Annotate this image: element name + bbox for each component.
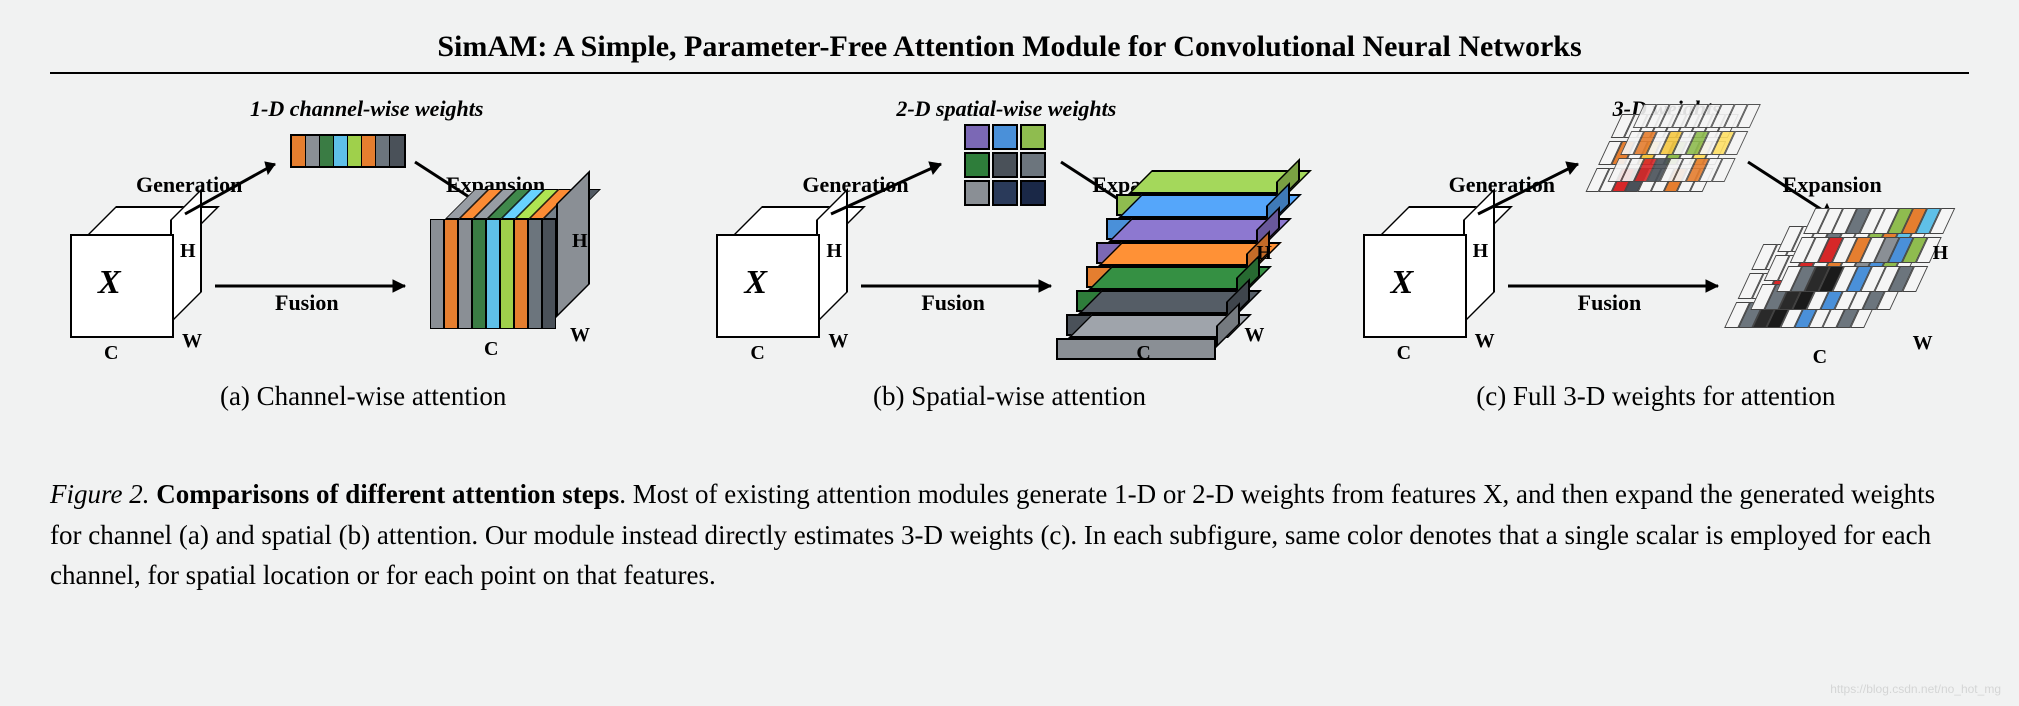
- fusion-label-c: Fusion: [1578, 290, 1642, 316]
- input-cube-b: X: [716, 234, 816, 334]
- axis-h-c-in: H: [1473, 240, 1489, 263]
- channel-strip-cell: [348, 136, 362, 166]
- axis-c-a-out: C: [484, 338, 498, 361]
- axis-h-c-out: H: [1933, 242, 1949, 265]
- spatial-grid-cell: [1020, 180, 1046, 206]
- caption-prefix: Figure 2.: [50, 479, 149, 509]
- panel-b-weights-title: 2-D spatial-wise weights: [896, 96, 1116, 122]
- spatial-grid-cell: [1020, 124, 1046, 150]
- axis-h-a-in: H: [180, 240, 196, 263]
- panel-b: 2-D spatial-wise weights X H W C Generat…: [696, 94, 1322, 404]
- axis-w-a-in: W: [182, 330, 202, 353]
- spatial-grid-cell: [992, 124, 1018, 150]
- spatial-grid-cell: [992, 180, 1018, 206]
- watermark: https://blog.csdn.net/no_hot_mg: [1830, 682, 2001, 696]
- axis-h-b-out: H: [1256, 242, 1272, 265]
- input-x-symbol-c: X: [1391, 264, 1414, 302]
- axis-c-a-in: C: [104, 342, 118, 365]
- channel-strip-cell: [292, 136, 306, 166]
- panel-a-weights-title: 1-D channel-wise weights: [250, 96, 483, 122]
- axis-c-b-in: C: [750, 342, 764, 365]
- figure-panels: 1-D channel-wise weights X H W C Generat…: [50, 94, 1969, 404]
- channel-strip-cell: [362, 136, 376, 166]
- axis-w-c-out: W: [1913, 332, 1933, 355]
- axis-h-a-out: H: [572, 230, 588, 253]
- spatial-grid-cell: [1020, 152, 1046, 178]
- channel-strip-cell: [334, 136, 348, 166]
- spatial-grid-cell: [992, 152, 1018, 178]
- channel-strip-cell: [320, 136, 334, 166]
- spatial-grid-cell: [964, 152, 990, 178]
- channel-strip-cell: [306, 136, 320, 166]
- channel-strip-cell: [376, 136, 390, 166]
- caption-bold: Comparisons of different attention steps: [149, 479, 619, 509]
- input-cube-c: X: [1363, 234, 1463, 334]
- input-x-symbol-a: X: [98, 264, 121, 302]
- spatial-grid-cell: [964, 180, 990, 206]
- axis-c-c-in: C: [1397, 342, 1411, 365]
- panel-a-caption: (a) Channel-wise attention: [50, 381, 676, 412]
- spatial-grid-2d: [964, 124, 1046, 206]
- axis-h-b-in: H: [826, 240, 842, 263]
- spatial-grid-cell: [964, 124, 990, 150]
- axis-w-a-out: W: [570, 324, 590, 347]
- axis-c-b-out: C: [1136, 342, 1150, 365]
- paper-title: SimAM: A Simple, Parameter-Free Attentio…: [50, 30, 1969, 74]
- panel-b-caption: (b) Spatial-wise attention: [696, 381, 1322, 412]
- input-cube-a: X: [70, 234, 170, 334]
- panel-a: 1-D channel-wise weights X H W C Generat…: [50, 94, 676, 404]
- input-x-symbol-b: X: [744, 264, 767, 302]
- channel-strip-cell: [390, 136, 404, 166]
- expansion-label-c: Expansion: [1783, 172, 1882, 198]
- generation-label-b: Generation: [802, 172, 908, 198]
- fusion-label-b: Fusion: [921, 290, 985, 316]
- generation-label-c: Generation: [1449, 172, 1555, 198]
- figure-caption: Figure 2. Comparisons of different atten…: [50, 474, 1969, 596]
- panel-c: 3-D weights X H W C Generation Expansion…: [1343, 94, 1969, 404]
- panel-c-caption: (c) Full 3-D weights for attention: [1343, 381, 1969, 412]
- generation-label-a: Generation: [136, 172, 242, 198]
- axis-c-c-out: C: [1813, 346, 1827, 369]
- axis-w-b-out: W: [1244, 324, 1264, 347]
- axis-w-b-in: W: [828, 330, 848, 353]
- axis-w-c-in: W: [1475, 330, 1495, 353]
- channel-strip-1d: [290, 134, 406, 168]
- fusion-label-a: Fusion: [275, 290, 339, 316]
